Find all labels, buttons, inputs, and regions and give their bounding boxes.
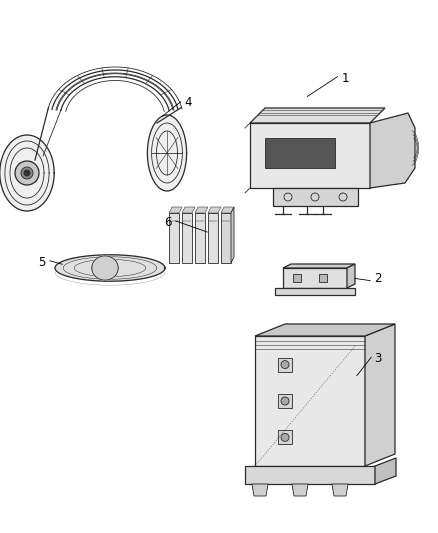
Polygon shape	[195, 207, 208, 213]
Polygon shape	[293, 274, 301, 282]
Circle shape	[281, 397, 289, 405]
Polygon shape	[245, 466, 375, 484]
Polygon shape	[370, 113, 415, 188]
Polygon shape	[252, 484, 268, 496]
Circle shape	[21, 167, 33, 179]
Text: 6: 6	[164, 216, 172, 230]
Polygon shape	[332, 484, 348, 496]
Circle shape	[15, 161, 39, 185]
Polygon shape	[0, 135, 54, 211]
Polygon shape	[148, 115, 187, 191]
Polygon shape	[195, 213, 205, 263]
Polygon shape	[255, 324, 395, 336]
Polygon shape	[265, 138, 335, 168]
Polygon shape	[273, 188, 358, 206]
Polygon shape	[182, 213, 192, 263]
Polygon shape	[169, 213, 179, 263]
Circle shape	[281, 361, 289, 369]
Polygon shape	[275, 288, 355, 295]
Polygon shape	[92, 256, 118, 280]
Polygon shape	[365, 324, 395, 466]
Text: 4: 4	[184, 96, 192, 109]
Polygon shape	[208, 207, 221, 213]
Polygon shape	[319, 274, 327, 282]
Polygon shape	[250, 123, 370, 188]
Text: 3: 3	[374, 351, 381, 365]
Polygon shape	[375, 458, 396, 484]
Text: 1: 1	[341, 71, 349, 85]
Circle shape	[24, 170, 30, 176]
Polygon shape	[292, 484, 308, 496]
Polygon shape	[169, 207, 182, 213]
Polygon shape	[278, 394, 292, 408]
Polygon shape	[221, 207, 234, 213]
Polygon shape	[182, 207, 195, 213]
Polygon shape	[255, 336, 365, 466]
Polygon shape	[221, 213, 231, 263]
Polygon shape	[278, 431, 292, 445]
Polygon shape	[208, 213, 218, 263]
Polygon shape	[231, 207, 234, 263]
Circle shape	[281, 433, 289, 441]
Polygon shape	[55, 255, 165, 281]
Polygon shape	[283, 264, 355, 268]
Polygon shape	[278, 358, 292, 372]
Polygon shape	[250, 108, 385, 123]
Polygon shape	[283, 268, 347, 288]
Text: 2: 2	[374, 271, 382, 285]
Text: 5: 5	[38, 256, 46, 270]
Polygon shape	[347, 264, 355, 288]
